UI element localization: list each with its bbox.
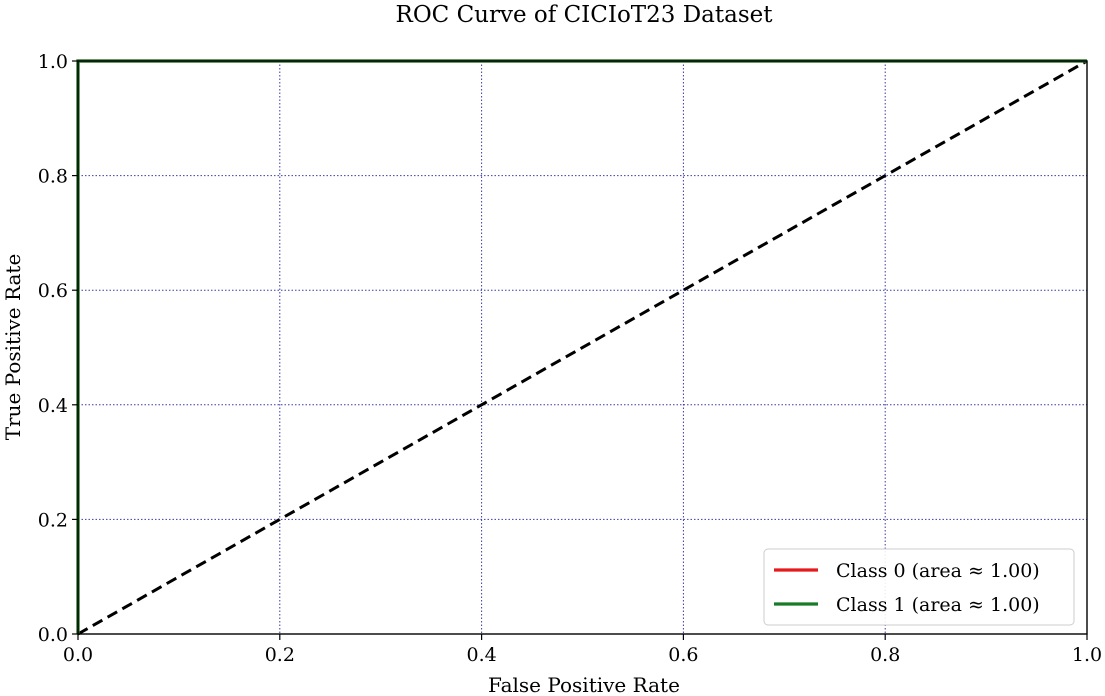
- x-tick-label-4: 0.8: [870, 644, 900, 666]
- plot-frame: [77, 60, 1088, 635]
- y-axis-title: True Positive Rate: [1, 254, 25, 441]
- legend-label-class-0: Class 0 (area ≈ 1.00): [836, 560, 1040, 582]
- x-tick-label-5: 1.0: [1072, 644, 1102, 666]
- y-tick-label-5: 1.0: [38, 51, 68, 73]
- legend-box: [763, 548, 1075, 626]
- x-tick-label-3: 0.6: [668, 644, 698, 666]
- x-axis-title: False Positive Rate: [488, 673, 680, 696]
- y-tick-label-3: 0.6: [38, 280, 68, 302]
- x-tick-label-0: 0.0: [63, 644, 93, 666]
- y-tick-label-2: 0.4: [38, 395, 68, 417]
- legend: Class 0 (area ≈ 1.00) Class 1 (area ≈ 1.0…: [763, 548, 1075, 626]
- y-tick-label-0: 0.0: [38, 624, 68, 646]
- reference-diagonal-line: [77, 59, 1088, 636]
- y-tick-label-4: 0.8: [38, 166, 68, 188]
- x-tick-label-2: 0.4: [466, 644, 496, 666]
- chart-title: ROC Curve of CICIoT23 Dataset: [396, 2, 774, 28]
- legend-label-class-1: Class 1 (area ≈ 1.00): [836, 594, 1040, 616]
- axis-ticks: 0.0 0.2 0.4 0.6 0.8 1.0 0.0 0.2 0.4 0.6 0.8 1.0: [38, 51, 1102, 666]
- x-tick-label-1: 0.2: [265, 644, 295, 666]
- y-tick-label-1: 0.2: [38, 509, 68, 531]
